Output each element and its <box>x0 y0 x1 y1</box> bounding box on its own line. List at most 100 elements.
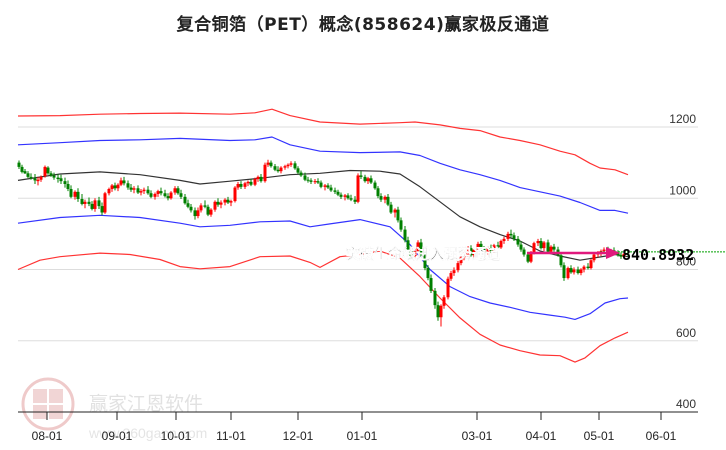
candle-down <box>163 193 167 197</box>
candle-down <box>203 205 207 207</box>
candle-down <box>336 191 340 195</box>
band-upper-outer <box>17 108 629 176</box>
candle-up <box>313 181 317 183</box>
candle-up <box>107 188 111 194</box>
y-tick-label: 1200 <box>669 112 696 126</box>
candle-up <box>236 184 240 188</box>
candle-up <box>323 185 327 187</box>
candle-down <box>293 163 297 169</box>
candle-down <box>519 244 523 250</box>
x-tick-label: 05-01 <box>584 429 615 443</box>
annotation-text: 突破生命线进入强势通道 <box>346 246 500 263</box>
candle-down <box>136 188 140 193</box>
candle-up <box>73 191 77 197</box>
candle-down <box>423 255 427 269</box>
candle-up <box>196 210 200 217</box>
candle-down <box>33 178 37 181</box>
candle-up <box>286 164 290 167</box>
candle-down <box>296 168 300 173</box>
candle-down <box>333 190 337 192</box>
candle-up <box>199 205 203 211</box>
candle-down <box>309 180 313 182</box>
candle-up <box>542 242 546 249</box>
candle-down <box>389 204 393 213</box>
candle-down <box>436 305 440 318</box>
candle-down <box>193 210 197 217</box>
candle-up <box>279 167 283 172</box>
candle-down <box>562 265 566 279</box>
candle-down <box>373 182 377 189</box>
candle-down <box>276 169 280 172</box>
candle-down <box>349 198 353 200</box>
candle-up <box>43 166 47 177</box>
candle-down <box>90 203 94 209</box>
candle-down <box>319 182 323 187</box>
chart-title: 复合铜箔（PET）概念(858624)赢家极反通道 <box>176 15 550 35</box>
candle-down <box>206 206 210 215</box>
candle-up <box>529 252 533 262</box>
candle-up <box>592 254 596 261</box>
candle-down <box>97 200 101 207</box>
watermark-logo-icon <box>21 377 75 431</box>
candle-down <box>69 188 73 197</box>
candle-down <box>183 196 187 204</box>
candle-down <box>339 194 343 197</box>
candle-up <box>439 305 443 318</box>
candle-up <box>289 163 293 165</box>
candle-down <box>249 181 253 185</box>
candle-down <box>569 268 573 273</box>
candle-up <box>219 202 223 205</box>
candle-down <box>419 242 423 256</box>
candle-down <box>23 171 27 174</box>
candle-down <box>399 220 403 230</box>
candle-up <box>356 175 360 202</box>
candle-up <box>213 201 217 210</box>
candle-up <box>486 248 490 253</box>
candle-up <box>132 188 136 190</box>
candle-up <box>139 191 143 193</box>
candle-up <box>233 187 237 202</box>
candle-up <box>169 192 173 199</box>
candle-up <box>459 257 463 264</box>
candle-up <box>446 278 450 298</box>
candle-up <box>472 249 476 256</box>
candle-down <box>353 199 357 202</box>
watermark-url: www.360gann.com <box>88 425 207 441</box>
candle-down <box>189 206 193 211</box>
candle-down <box>546 242 550 252</box>
candle-down <box>316 181 320 183</box>
candle-down <box>259 176 263 182</box>
candle-up <box>449 273 453 279</box>
candle-down <box>122 180 126 184</box>
candle-down <box>379 196 383 200</box>
candle-up <box>582 266 586 270</box>
candle-down <box>326 185 330 188</box>
candle-up <box>383 196 387 200</box>
candle-down <box>576 269 580 274</box>
candle-up <box>589 260 593 269</box>
candle-up <box>266 162 270 165</box>
x-tick-label: 11-01 <box>216 429 246 443</box>
candle-down <box>376 188 380 197</box>
candle-down <box>273 166 277 170</box>
candle-down <box>226 199 230 203</box>
candle-down <box>346 195 350 199</box>
candle-down <box>17 162 21 167</box>
candle-down <box>406 240 410 250</box>
candle-down <box>303 175 307 180</box>
candle-up <box>343 195 347 197</box>
candle-up <box>283 166 287 168</box>
candle-up <box>476 243 480 250</box>
candle-up <box>456 263 460 271</box>
candle-down <box>363 176 367 182</box>
candle-down <box>269 162 273 167</box>
arrow-head-icon <box>606 247 620 259</box>
candle-down <box>63 181 67 184</box>
candle-down <box>329 187 333 191</box>
candle-down <box>489 248 493 251</box>
candle-up <box>452 270 456 274</box>
candle-down <box>216 201 220 205</box>
x-tick-label: 06-01 <box>646 429 677 443</box>
y-tick-label: 600 <box>676 326 696 340</box>
candle-down <box>359 175 363 177</box>
